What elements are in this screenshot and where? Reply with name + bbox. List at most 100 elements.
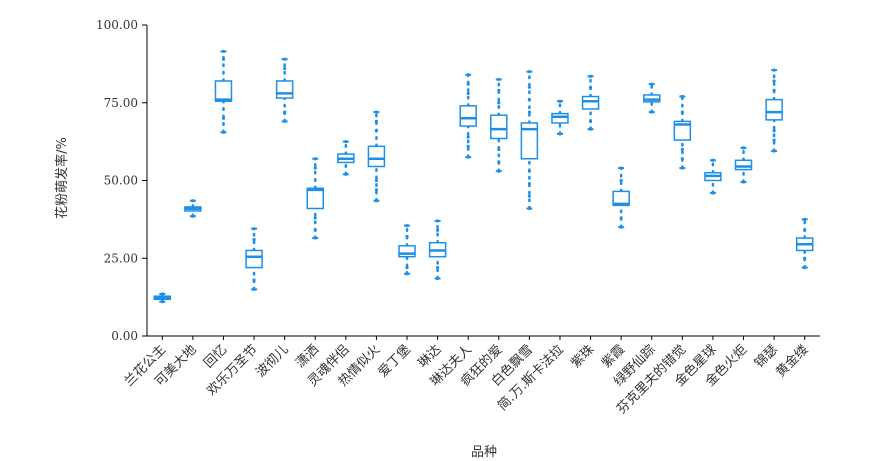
box-point <box>680 166 684 170</box>
box-point <box>436 219 440 223</box>
box-point <box>803 228 807 232</box>
box-point <box>466 82 470 86</box>
box-group <box>643 82 661 114</box>
box-point <box>558 99 562 103</box>
x-tick-label: 黄金缕 <box>773 342 812 381</box>
box-point <box>221 57 226 61</box>
box-point <box>405 234 409 239</box>
y-axis-title: 花粉萌发率/% <box>54 137 70 219</box>
box-point <box>650 110 654 114</box>
box-point <box>313 236 317 240</box>
box-point <box>374 110 379 114</box>
box-body <box>306 187 324 210</box>
box-group <box>551 99 569 136</box>
box-point <box>619 216 623 220</box>
box-point <box>313 228 317 232</box>
box-group <box>581 74 600 131</box>
box-group <box>367 110 386 203</box>
box-point <box>344 172 348 176</box>
box-point <box>160 300 164 304</box>
box-point <box>588 74 593 78</box>
box-point <box>711 191 715 195</box>
y-tick-label: 0.00 <box>111 329 138 343</box>
box-point <box>772 138 776 142</box>
box-point <box>313 166 317 170</box>
box-point <box>711 158 715 162</box>
box-point <box>527 98 531 102</box>
box-point <box>619 166 623 170</box>
box-point <box>405 272 409 276</box>
box-body <box>673 120 692 141</box>
x-tick-label: 紫珠 <box>568 342 597 371</box>
box-point <box>772 149 776 153</box>
box-body <box>245 249 263 269</box>
box-group <box>795 217 814 270</box>
box-point <box>772 68 776 72</box>
box-body <box>581 95 600 110</box>
box-point <box>374 199 379 203</box>
box-body <box>459 105 477 127</box>
box-point <box>650 82 654 86</box>
box-point <box>527 70 531 74</box>
box-body <box>520 122 539 160</box>
box-point <box>741 180 746 184</box>
box-group <box>520 70 539 211</box>
box-group <box>428 219 447 281</box>
box-group <box>275 57 294 124</box>
box-body <box>612 190 630 207</box>
box-body <box>551 112 569 124</box>
box-body <box>214 80 233 102</box>
box-group <box>306 157 324 240</box>
box-point <box>680 147 684 151</box>
box-point <box>374 119 379 124</box>
box-group <box>673 94 692 170</box>
box-point <box>466 135 470 139</box>
box-point <box>497 160 501 164</box>
box-point <box>252 278 256 282</box>
box-body <box>398 245 416 258</box>
box-point <box>252 287 256 291</box>
box-point <box>436 228 440 232</box>
box-body <box>765 98 783 121</box>
box-group <box>337 140 355 176</box>
box-point <box>527 206 531 211</box>
box-point <box>466 91 470 96</box>
box-point <box>772 88 776 92</box>
box-point <box>588 119 593 124</box>
box-point <box>527 194 531 198</box>
box-point <box>588 85 593 89</box>
box-point <box>527 110 531 114</box>
box-group <box>612 166 630 229</box>
box-point <box>374 188 379 192</box>
box-point <box>497 169 501 173</box>
box-body <box>275 80 294 99</box>
box-point <box>803 217 807 221</box>
y-tick-label: 50.00 <box>104 174 138 188</box>
box-point <box>374 129 379 133</box>
x-axis-title: 品种 <box>471 445 497 460</box>
box-point <box>527 169 531 173</box>
box-group <box>245 227 263 291</box>
box-group <box>214 49 233 134</box>
box-point <box>497 88 501 92</box>
box-point <box>313 157 317 161</box>
box-point <box>803 265 807 270</box>
box-point <box>588 127 593 131</box>
box-point <box>283 119 287 124</box>
box-point <box>283 57 287 61</box>
box-point <box>191 214 195 218</box>
y-axis: 0.00 25.00 50.00 75.00 100.00 <box>96 18 148 343</box>
box-group <box>184 199 202 218</box>
box-group <box>398 223 416 276</box>
box-point <box>527 85 531 89</box>
box-group <box>704 158 722 195</box>
box-point <box>436 276 440 281</box>
x-tick-label: 波彻儿 <box>253 342 291 380</box>
box-body <box>367 145 386 168</box>
box-point <box>466 73 470 77</box>
x-tick-label: 爱丁堡 <box>375 342 414 381</box>
box-point <box>619 178 623 183</box>
box-point <box>680 110 684 114</box>
